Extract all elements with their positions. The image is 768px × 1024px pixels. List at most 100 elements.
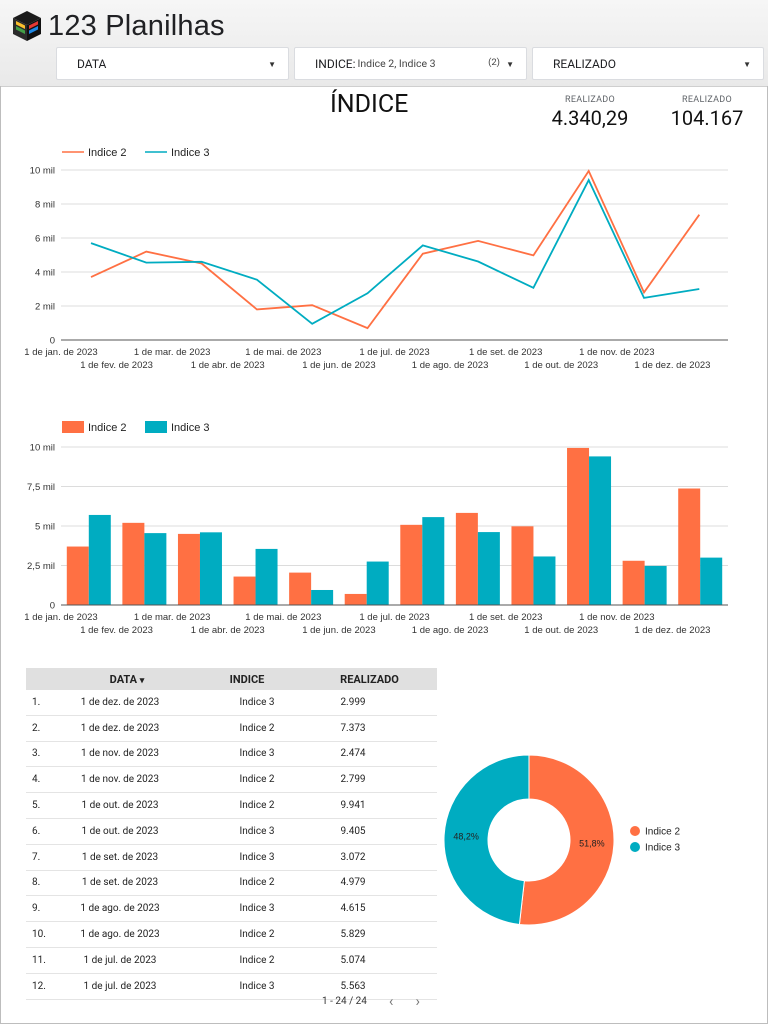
cell-realizado: 3.072 bbox=[340, 851, 366, 863]
column-header-realizado[interactable]: REALIZADO bbox=[340, 672, 399, 686]
cell-realizado: 9.405 bbox=[340, 825, 366, 837]
filter-indice[interactable]: INDICE: Indice 2, Indice 3 (2) ▼ bbox=[294, 47, 527, 80]
table-row[interactable]: 3. 1 de nov. de 2023 Indice 3 2.474 bbox=[26, 742, 437, 768]
column-header-indice[interactable]: INDICE bbox=[229, 672, 265, 686]
bar-indice-2 bbox=[233, 576, 256, 605]
y-tick-label: 0 bbox=[50, 336, 55, 347]
cell-realizado: 5.563 bbox=[340, 980, 366, 992]
cell-realizado: 5.074 bbox=[340, 954, 366, 966]
table-row[interactable]: 2. 1 de dez. de 2023 Indice 2 7.373 bbox=[26, 716, 437, 742]
brand-logo: 123 Planilhas bbox=[12, 8, 225, 44]
bar-indice-3 bbox=[255, 548, 278, 605]
x-tick-label: 1 de dez. de 2023 bbox=[634, 360, 710, 371]
bar-indice-3 bbox=[700, 557, 723, 605]
legend-label: Indice 2 bbox=[88, 147, 127, 159]
filter-indice-count: (2) bbox=[488, 57, 500, 68]
table-row[interactable]: 9. 1 de ago. de 2023 Indice 3 4.615 bbox=[26, 896, 437, 923]
donut-slice-label: 51,8% bbox=[579, 839, 605, 849]
top-bar: 123 Planilhas DATA ▼ INDICE: Indice 2, I… bbox=[0, 0, 768, 87]
pagination-prev-button[interactable]: ‹ bbox=[388, 992, 394, 1010]
cell-date: 1 de nov. de 2023 bbox=[80, 774, 160, 786]
bar-indice-2 bbox=[678, 488, 701, 605]
bar-indice-3 bbox=[311, 589, 334, 605]
chevron-down-icon: ▼ bbox=[506, 60, 514, 69]
bar-indice-3 bbox=[589, 456, 612, 605]
x-tick-label: 1 de mar. de 2023 bbox=[134, 347, 211, 358]
x-tick-label: 1 de jun. de 2023 bbox=[302, 625, 375, 636]
cell-realizado: 7.373 bbox=[340, 722, 366, 734]
cell-indice: Indice 2 bbox=[239, 954, 275, 966]
x-tick-label: 1 de fev. de 2023 bbox=[80, 625, 153, 636]
bar-indice-2 bbox=[66, 546, 89, 605]
cell-indice: Indice 3 bbox=[239, 748, 275, 760]
y-tick-label: 10 mil bbox=[30, 443, 55, 454]
legend-dot-indice-2 bbox=[630, 826, 640, 836]
cell-indice: Indice 3 bbox=[239, 825, 275, 837]
filter-data[interactable]: DATA ▼ bbox=[56, 47, 289, 80]
cell-indice: Indice 3 bbox=[239, 903, 275, 915]
row-index: 10. bbox=[32, 929, 46, 941]
table-row[interactable]: 10. 1 de ago. de 2023 Indice 2 5.829 bbox=[26, 922, 437, 948]
table-row[interactable]: 6. 1 de out. de 2023 Indice 3 9.405 bbox=[26, 819, 437, 845]
y-tick-label: 6 mil bbox=[35, 234, 55, 245]
filter-indice-label: INDICE: bbox=[315, 56, 356, 71]
scorecard-total: REALIZADO 104.167 bbox=[665, 95, 749, 130]
row-index: 3. bbox=[32, 748, 41, 760]
legend-label: Indice 3 bbox=[171, 147, 210, 159]
series-line-indice-2 bbox=[90, 169, 701, 330]
bar-indice-2 bbox=[400, 524, 423, 605]
x-tick-label: 1 de ago. de 2023 bbox=[412, 625, 489, 636]
bar-indice-2 bbox=[455, 512, 478, 605]
cell-realizado: 9.941 bbox=[340, 800, 366, 812]
bar-indice-3 bbox=[422, 517, 445, 605]
x-tick-label: 1 de mai. de 2023 bbox=[245, 347, 321, 358]
cell-indice: Indice 3 bbox=[239, 696, 275, 708]
x-tick-label: 1 de jan. de 2023 bbox=[24, 612, 97, 623]
table-row[interactable]: 4. 1 de nov. de 2023 Indice 2 2.799 bbox=[26, 767, 437, 794]
report-frame-left bbox=[0, 86, 1, 1024]
legend-label: Indice 2 bbox=[88, 422, 127, 434]
table-row[interactable]: 12. 1 de jul. de 2023 Indice 3 5.563 bbox=[26, 974, 437, 1000]
column-header-data[interactable]: DATA ▾ bbox=[26, 673, 214, 686]
cell-realizado: 2.999 bbox=[340, 696, 366, 708]
chevron-down-icon: ▼ bbox=[743, 60, 751, 69]
row-index: 4. bbox=[32, 774, 41, 786]
row-index: 2. bbox=[32, 722, 41, 734]
table-row[interactable]: 11. 1 de jul. de 2023 Indice 2 5.074 bbox=[26, 948, 437, 974]
cell-realizado: 4.979 bbox=[340, 877, 366, 889]
cell-date: 1 de dez. de 2023 bbox=[80, 722, 160, 734]
cell-realizado: 4.615 bbox=[340, 903, 366, 915]
legend-swatch-3 bbox=[145, 421, 167, 433]
bar-indice-2 bbox=[344, 593, 367, 605]
table-row[interactable]: 1. 1 de dez. de 2023 Indice 3 2.999 bbox=[26, 690, 437, 716]
cell-realizado: 5.829 bbox=[340, 929, 366, 941]
table-row[interactable]: 8. 1 de set. de 2023 Indice 2 4.979 bbox=[26, 871, 437, 897]
donut-slice-indice-3 bbox=[443, 754, 530, 926]
x-tick-label: 1 de jan. de 2023 bbox=[24, 347, 97, 358]
cell-indice: Indice 3 bbox=[239, 851, 275, 863]
legend-label: Indice 3 bbox=[645, 843, 680, 854]
pagination-next-button[interactable]: › bbox=[415, 992, 420, 1010]
x-tick-label: 1 de fev. de 2023 bbox=[80, 360, 153, 371]
table-row[interactable]: 7. 1 de set. de 2023 Indice 3 3.072 bbox=[26, 845, 437, 871]
sort-desc-icon: ▾ bbox=[139, 675, 145, 686]
row-index: 8. bbox=[32, 877, 41, 889]
scorecard-label: REALIZADO bbox=[565, 95, 615, 105]
y-tick-label: 8 mil bbox=[35, 200, 55, 211]
x-tick-label: 1 de set. de 2023 bbox=[469, 347, 542, 358]
series-line-indice-3 bbox=[90, 178, 700, 325]
cell-date: 1 de dez. de 2023 bbox=[80, 696, 160, 708]
filter-data-label: DATA bbox=[77, 56, 107, 71]
scorecard-average: REALIZADO 4.340,29 bbox=[548, 95, 632, 130]
y-tick-label: 0 bbox=[50, 601, 55, 612]
y-tick-label: 4 mil bbox=[35, 268, 55, 279]
row-index: 9. bbox=[32, 903, 41, 915]
bar-indice-2 bbox=[122, 522, 145, 605]
table-row[interactable]: 5. 1 de out. de 2023 Indice 2 9.941 bbox=[26, 793, 437, 819]
chevron-down-icon: ▼ bbox=[268, 60, 276, 69]
filter-indice-value: Indice 2, Indice 3 bbox=[357, 57, 436, 70]
filter-realizado[interactable]: REALIZADO ▼ bbox=[532, 47, 764, 80]
line-chart: Indice 2 Indice 3 0 2 mil 4 mil 6 mil 8 mil 10 … bbox=[24, 147, 728, 371]
cell-date: 1 de ago. de 2023 bbox=[80, 929, 160, 941]
cube-logo-icon bbox=[13, 11, 41, 41]
